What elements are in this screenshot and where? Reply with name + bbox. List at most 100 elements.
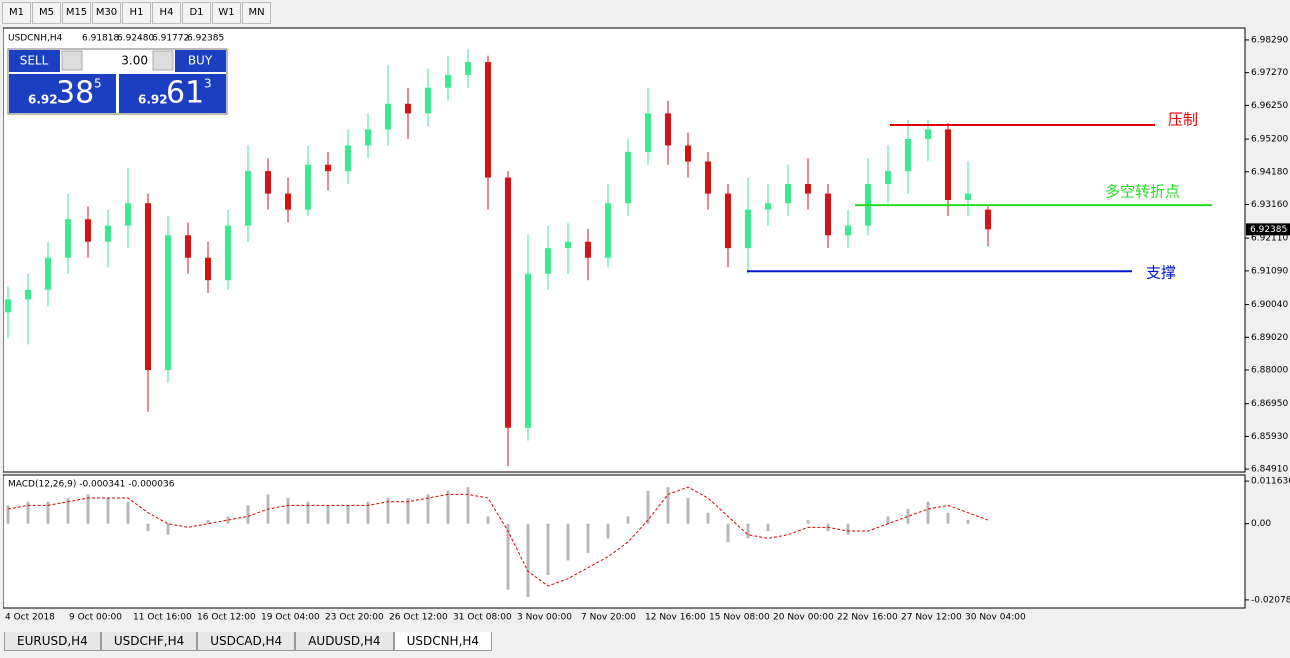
y-tick-label: 0.00: [1251, 519, 1271, 529]
candle-body: [285, 193, 291, 210]
ohlc: 6.92385: [187, 34, 224, 44]
bid-pip: 5: [94, 77, 102, 91]
candle-body: [825, 193, 831, 236]
sell-button[interactable]: [9, 50, 60, 72]
bid-box[interactable]: [9, 74, 116, 113]
x-tick-label: 4 Oct 2018: [5, 613, 55, 623]
x-tick-label: 20 Nov 00:00: [773, 613, 834, 623]
candle-body: [45, 257, 51, 290]
timeframe-button[interactable]: M30: [92, 2, 121, 24]
candle-body: [345, 145, 351, 172]
y-tick-label: 6.97270: [1251, 68, 1288, 78]
timeframe-button[interactable]: H1: [122, 2, 151, 24]
candle-body: [545, 248, 551, 274]
ask-big: 61: [166, 76, 204, 111]
x-tick-label: 15 Nov 08:00: [709, 613, 770, 623]
candle-body: [245, 171, 251, 226]
timeframe-toolbar: M1 M5 M15 M30 H1 H4 D1 W1 MN: [2, 2, 272, 24]
timeframe-button[interactable]: M5: [32, 2, 61, 24]
y-tick-label: 6.91090: [1251, 266, 1288, 276]
y-tick-label: -0.020788: [1251, 595, 1290, 605]
level-label: 支撑: [1146, 264, 1176, 282]
candle-body: [765, 203, 771, 210]
y-tick-label: 6.95200: [1251, 135, 1288, 145]
candle-body: [745, 209, 751, 249]
volume: 3.00: [121, 54, 148, 68]
candle-body: [665, 113, 671, 146]
x-tick-label: 26 Oct 12:00: [389, 613, 448, 623]
candle-body: [145, 203, 151, 370]
y-tick-label: 6.88000: [1251, 366, 1288, 376]
ask-box[interactable]: [119, 74, 226, 113]
candle-body: [225, 225, 231, 281]
ask-prefix: 6.92: [138, 93, 168, 107]
symbol-tab[interactable]: USDCAD,H4: [197, 632, 296, 651]
y-tick-label: 6.94180: [1251, 167, 1288, 177]
candle-body: [85, 219, 91, 242]
candle-body: [925, 129, 931, 140]
candle-body: [405, 103, 411, 114]
spin-down[interactable]: [61, 50, 83, 71]
symbol-tab[interactable]: AUDUSD,H4: [295, 632, 394, 651]
candle-body: [165, 235, 171, 370]
x-tick-label: 22 Nov 16:00: [837, 613, 898, 623]
y-tick-label: 6.92110: [1251, 234, 1288, 244]
candle-body: [365, 129, 371, 146]
frame: [0, 28, 3, 628]
candle-body: [125, 203, 131, 226]
x-tick-label: 16 Oct 12:00: [197, 613, 256, 623]
candle-body: [5, 299, 11, 313]
timeframe-button[interactable]: H4: [152, 2, 181, 24]
candle-body: [385, 103, 391, 130]
timeframe-button[interactable]: W1: [212, 2, 241, 24]
y-tick-label: 6.90040: [1251, 300, 1288, 310]
chart: USDCNH,H4 6.91818 6.92480 6.91772 6.9238…: [0, 27, 1290, 628]
candle-body: [965, 193, 971, 200]
symbol-tab[interactable]: EURUSD,H4: [4, 632, 101, 651]
x-tick-label: 12 Nov 16:00: [645, 613, 706, 623]
y-tick-label: 6.84910: [1251, 465, 1288, 475]
x-tick-label: 19 Oct 04:00: [261, 613, 320, 623]
candle-body: [605, 203, 611, 258]
candle-body: [525, 273, 531, 428]
candle-body: [485, 62, 491, 178]
spin-up[interactable]: [152, 50, 174, 71]
candle-body: [465, 62, 471, 75]
candle-body: [985, 209, 991, 230]
y-tick-label: 6.98290: [1251, 35, 1288, 45]
candle-body: [585, 241, 591, 258]
trade-panel: SELL 3.00 BUY 6.92 38 5 6.92 61 3: [7, 48, 228, 115]
symbol-tab[interactable]: USDCHF,H4: [100, 632, 198, 651]
x-tick-label: 30 Nov 04:00: [965, 613, 1026, 623]
symbol-tab[interactable]: USDCNH,H4: [393, 632, 493, 651]
ohlc: 6.92480: [117, 34, 154, 44]
last-price-box: [1246, 223, 1290, 236]
macd-panel: [2, 474, 1246, 609]
level-label: 多空转折点: [1105, 183, 1180, 201]
ohlc: 6.91772: [152, 34, 189, 44]
timeframe-button[interactable]: D1: [182, 2, 211, 24]
y-tick-label: 6.85930: [1251, 432, 1288, 442]
candle-body: [625, 151, 631, 204]
x-tick-label: 23 Oct 20:00: [325, 613, 384, 623]
y-tick-label: 0.011636: [1251, 477, 1290, 487]
candle-body: [445, 74, 451, 88]
timeframe-button[interactable]: M1: [2, 2, 31, 24]
candle-body: [885, 171, 891, 184]
buy-label: BUY: [188, 54, 213, 68]
x-tick-label: 7 Nov 20:00: [581, 613, 636, 623]
sell-label: SELL: [20, 54, 49, 68]
signal-line: [7, 486, 989, 587]
candle-body: [325, 164, 331, 172]
x-tick-label: 9 Oct 00:00: [69, 613, 122, 623]
timeframe-button[interactable]: M15: [62, 2, 91, 24]
chart-title: USDCNH,H4: [8, 34, 63, 44]
candle-body: [105, 225, 111, 242]
buy-button[interactable]: [175, 50, 226, 72]
ask-pip: 3: [204, 77, 212, 91]
x-tick-label: 31 Oct 08:00: [453, 613, 512, 623]
candle-body: [185, 235, 191, 258]
timeframe-button[interactable]: MN: [242, 2, 271, 24]
x-tick-label: 27 Nov 12:00: [901, 613, 962, 623]
